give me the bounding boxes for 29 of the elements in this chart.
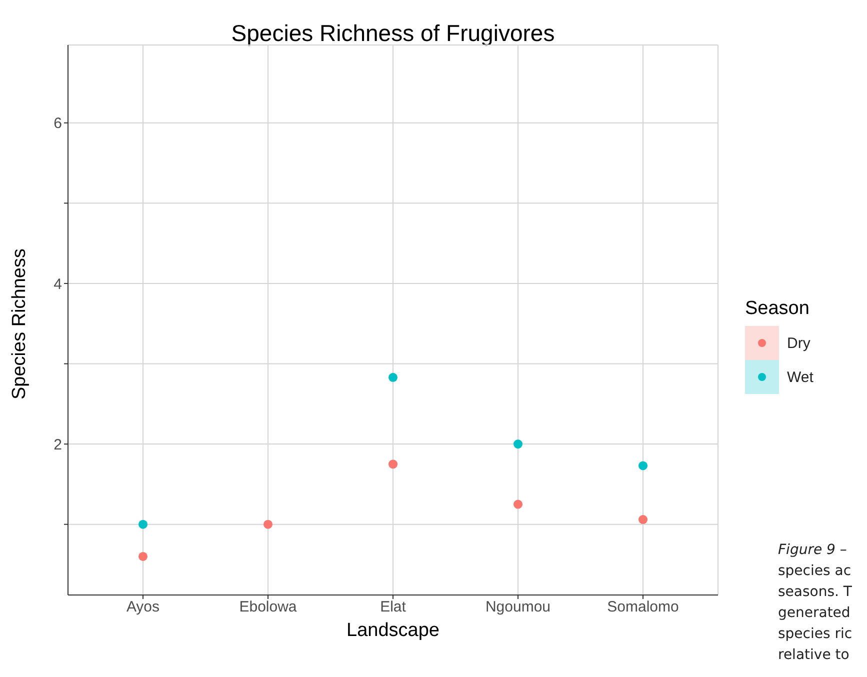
y-axis-title: Species Richness xyxy=(9,248,31,400)
y-tick-label: 6 xyxy=(54,115,62,132)
x-tick-label: Ngoumou xyxy=(485,598,551,616)
y-tick-label: 4 xyxy=(54,276,62,293)
legend-title: Season xyxy=(745,298,810,320)
point xyxy=(513,440,523,449)
point xyxy=(388,372,398,382)
x-tick-label: Ayos xyxy=(126,598,160,616)
text: species ric xyxy=(778,625,852,644)
x-tick-label: Ebolowa xyxy=(239,598,298,616)
text: seasons. T xyxy=(778,583,852,602)
legend-label: Wet xyxy=(787,368,814,386)
point xyxy=(638,515,648,524)
point xyxy=(513,500,523,509)
point xyxy=(388,460,398,469)
point xyxy=(138,520,148,529)
x-tick-label: Somalomo xyxy=(607,598,679,616)
x-tick-label: Elat xyxy=(380,598,407,616)
y-tick-label: 2 xyxy=(54,436,62,454)
text: relative to xyxy=(778,646,850,665)
point xyxy=(638,461,648,470)
legend-label: Dry xyxy=(787,334,810,352)
caption: Figure 9 – xyxy=(778,541,848,560)
x-axis-title: Landscape xyxy=(346,620,440,642)
chart-title: Species Richness of Frugivores xyxy=(230,20,556,47)
text: species ac xyxy=(778,562,852,581)
point xyxy=(263,520,273,529)
point xyxy=(138,552,148,561)
text: generated xyxy=(778,604,852,623)
